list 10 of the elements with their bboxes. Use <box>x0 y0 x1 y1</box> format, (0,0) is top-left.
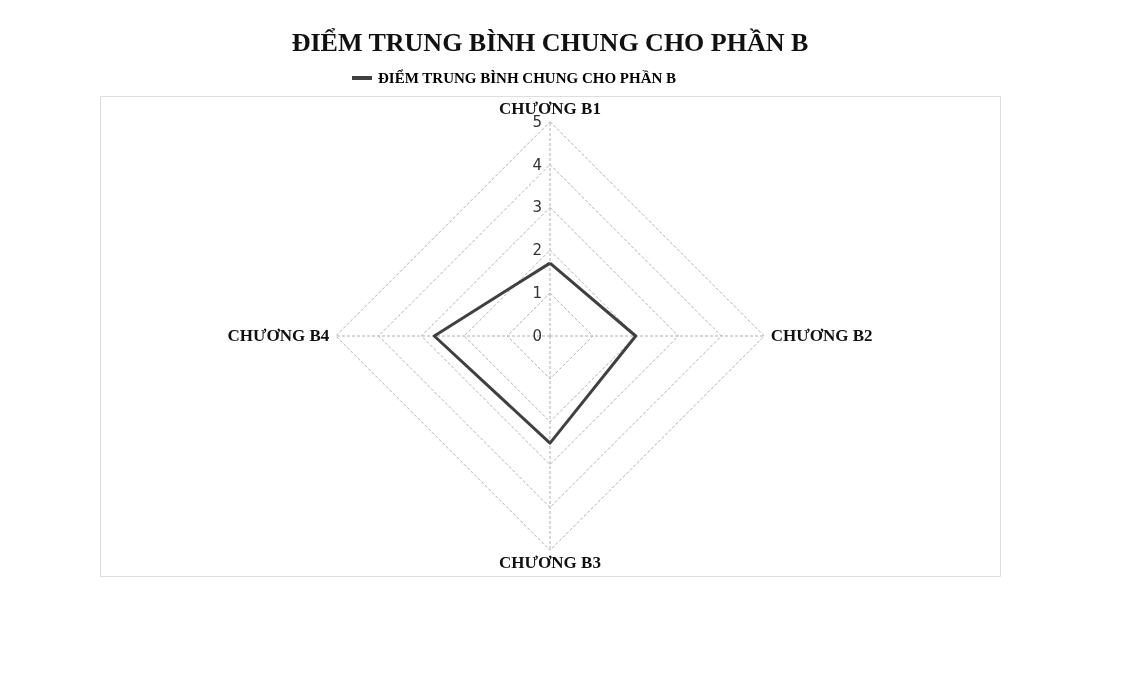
y-tick-label: 0 <box>532 327 542 345</box>
spoke-label: CHƯƠNG B4 <box>227 326 330 345</box>
y-tick-label: 4 <box>532 155 542 174</box>
chart-title: ĐIỂM TRUNG BÌNH CHUNG CHO PHẦN B <box>291 28 809 57</box>
y-tick-label: 1 <box>532 284 542 303</box>
y-tick-label: 2 <box>532 241 542 260</box>
legend-label: ĐIỂM TRUNG BÌNH CHUNG CHO PHẦN B <box>378 69 677 86</box>
spoke-label: CHƯƠNG B3 <box>499 553 601 573</box>
spoke-label: CHƯƠNG B2 <box>770 326 873 345</box>
y-tick-label: 3 <box>532 198 542 217</box>
